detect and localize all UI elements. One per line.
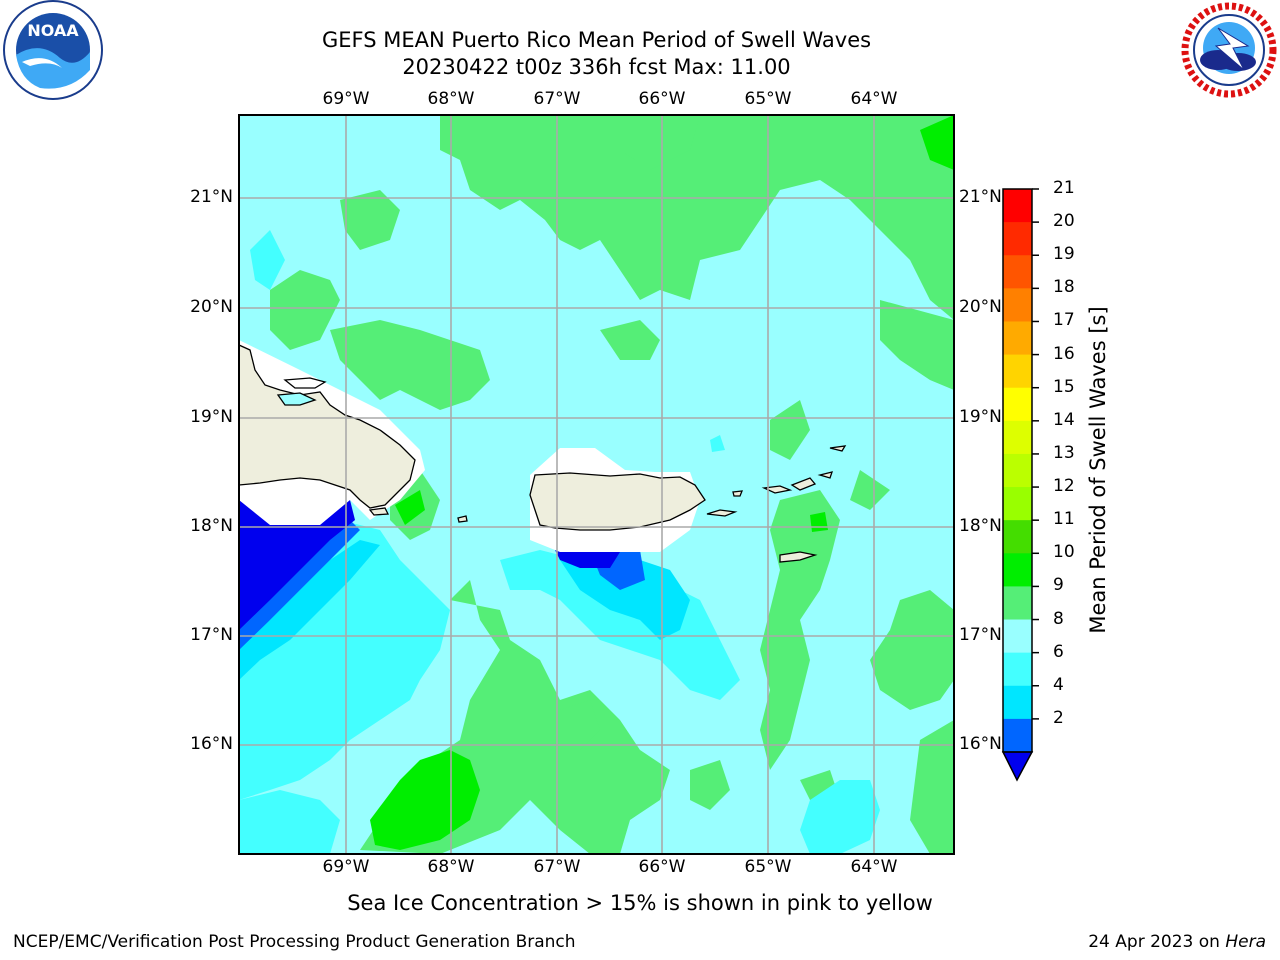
map-frame (238, 114, 955, 855)
lon-label-bottom: 66°W (638, 857, 686, 877)
colorbar-band (1003, 652, 1032, 687)
colorbar-tick-label: 10 (1053, 542, 1075, 563)
colorbar-band (1003, 321, 1032, 356)
lat-label-left: 19°N (190, 407, 233, 427)
colorbar-band (1003, 189, 1032, 223)
lat-label-left: 16°N (190, 734, 233, 754)
colorbar-band (1003, 288, 1032, 322)
colorbar-band (1003, 586, 1032, 621)
colorbar-tick-label: 13 (1053, 442, 1075, 463)
lat-label-left: 20°N (190, 297, 233, 317)
colorbar-tick-label: 18 (1053, 277, 1075, 298)
colorbar-band (1003, 354, 1032, 389)
colorbar-band (1003, 453, 1032, 488)
colorbar-tick-label: 19 (1053, 244, 1075, 265)
lon-label-top: 66°W (638, 89, 686, 109)
colorbar-band (1003, 255, 1032, 289)
lon-label-top: 64°W (850, 89, 898, 109)
colorbar-band (1003, 487, 1032, 521)
colorbar-tick-label: 4 (1053, 674, 1064, 695)
lat-label-right: 21°N (959, 187, 1002, 207)
lat-label-right: 16°N (959, 734, 1002, 754)
map-title: GEFS MEAN Puerto Rico Mean Period of Swe… (321, 28, 872, 52)
noaa-logo: NOAA (3, 0, 103, 100)
colorbar-tick-label: 14 (1053, 409, 1075, 430)
colorbar-tick-label: 20 (1053, 211, 1075, 232)
lat-label-left: 21°N (190, 187, 233, 207)
forecast-subtitle: 20230422 t00z 336h fcst Max: 11.00 (402, 55, 791, 79)
lat-label-right: 17°N (959, 625, 1002, 645)
lon-label-top: 69°W (322, 89, 370, 109)
colorbar-band (1003, 222, 1032, 256)
colorbar-band (1003, 520, 1032, 554)
colorbar-title: Mean Period of Swell Waves [s] (1086, 306, 1110, 634)
lon-label-top: 67°W (533, 89, 581, 109)
footer-date: 24 Apr 2023 on Hera (1088, 932, 1266, 952)
lat-label-right: 18°N (959, 516, 1002, 536)
lon-label-top: 68°W (427, 89, 475, 109)
colorbar-tick-label: 6 (1053, 641, 1064, 662)
sea-ice-note: Sea Ice Concentration > 15% is shown in … (347, 891, 933, 915)
lon-label-top: 65°W (744, 89, 792, 109)
colorbar-band (1003, 685, 1032, 720)
contour-field (239, 115, 954, 854)
nws-logo (1181, 2, 1277, 98)
colorbar-band (1003, 718, 1032, 753)
lat-label-right: 20°N (959, 297, 1002, 317)
footer-date-text: 24 Apr 2023 on (1088, 932, 1226, 952)
colorbar-tick-label: 8 (1053, 608, 1064, 629)
colorbar-band (1003, 619, 1032, 654)
lat-label-left: 18°N (190, 516, 233, 536)
colorbar-tick-label: 15 (1053, 376, 1075, 397)
lon-label-bottom: 65°W (744, 857, 792, 877)
lon-label-bottom: 68°W (427, 857, 475, 877)
lon-label-bottom: 67°W (533, 857, 581, 877)
colorbar-tick-label: 9 (1053, 575, 1064, 596)
graticule (239, 115, 954, 854)
colorbar-tick-label: 17 (1053, 310, 1075, 331)
colorbar-tick-label: 21 (1053, 178, 1075, 198)
colorbar-band (1003, 387, 1032, 422)
footer-credit: NCEP/EMC/Verification Post Processing Pr… (13, 932, 576, 952)
colorbar-tick-label: 12 (1053, 476, 1075, 497)
colorbar-tick-label: 2 (1053, 707, 1064, 728)
colorbar-band (1003, 553, 1032, 587)
colorbar-band (1003, 420, 1032, 455)
lon-label-bottom: 69°W (322, 857, 370, 877)
footer-machine: Hera (1225, 932, 1266, 952)
svg-text:NOAA: NOAA (27, 21, 79, 40)
lon-label-bottom: 64°W (850, 857, 898, 877)
colorbar-tick-label: 11 (1053, 509, 1075, 530)
lat-label-right: 19°N (959, 407, 1002, 427)
lat-label-left: 17°N (190, 625, 233, 645)
colorbar-tick-label: 16 (1053, 343, 1075, 364)
